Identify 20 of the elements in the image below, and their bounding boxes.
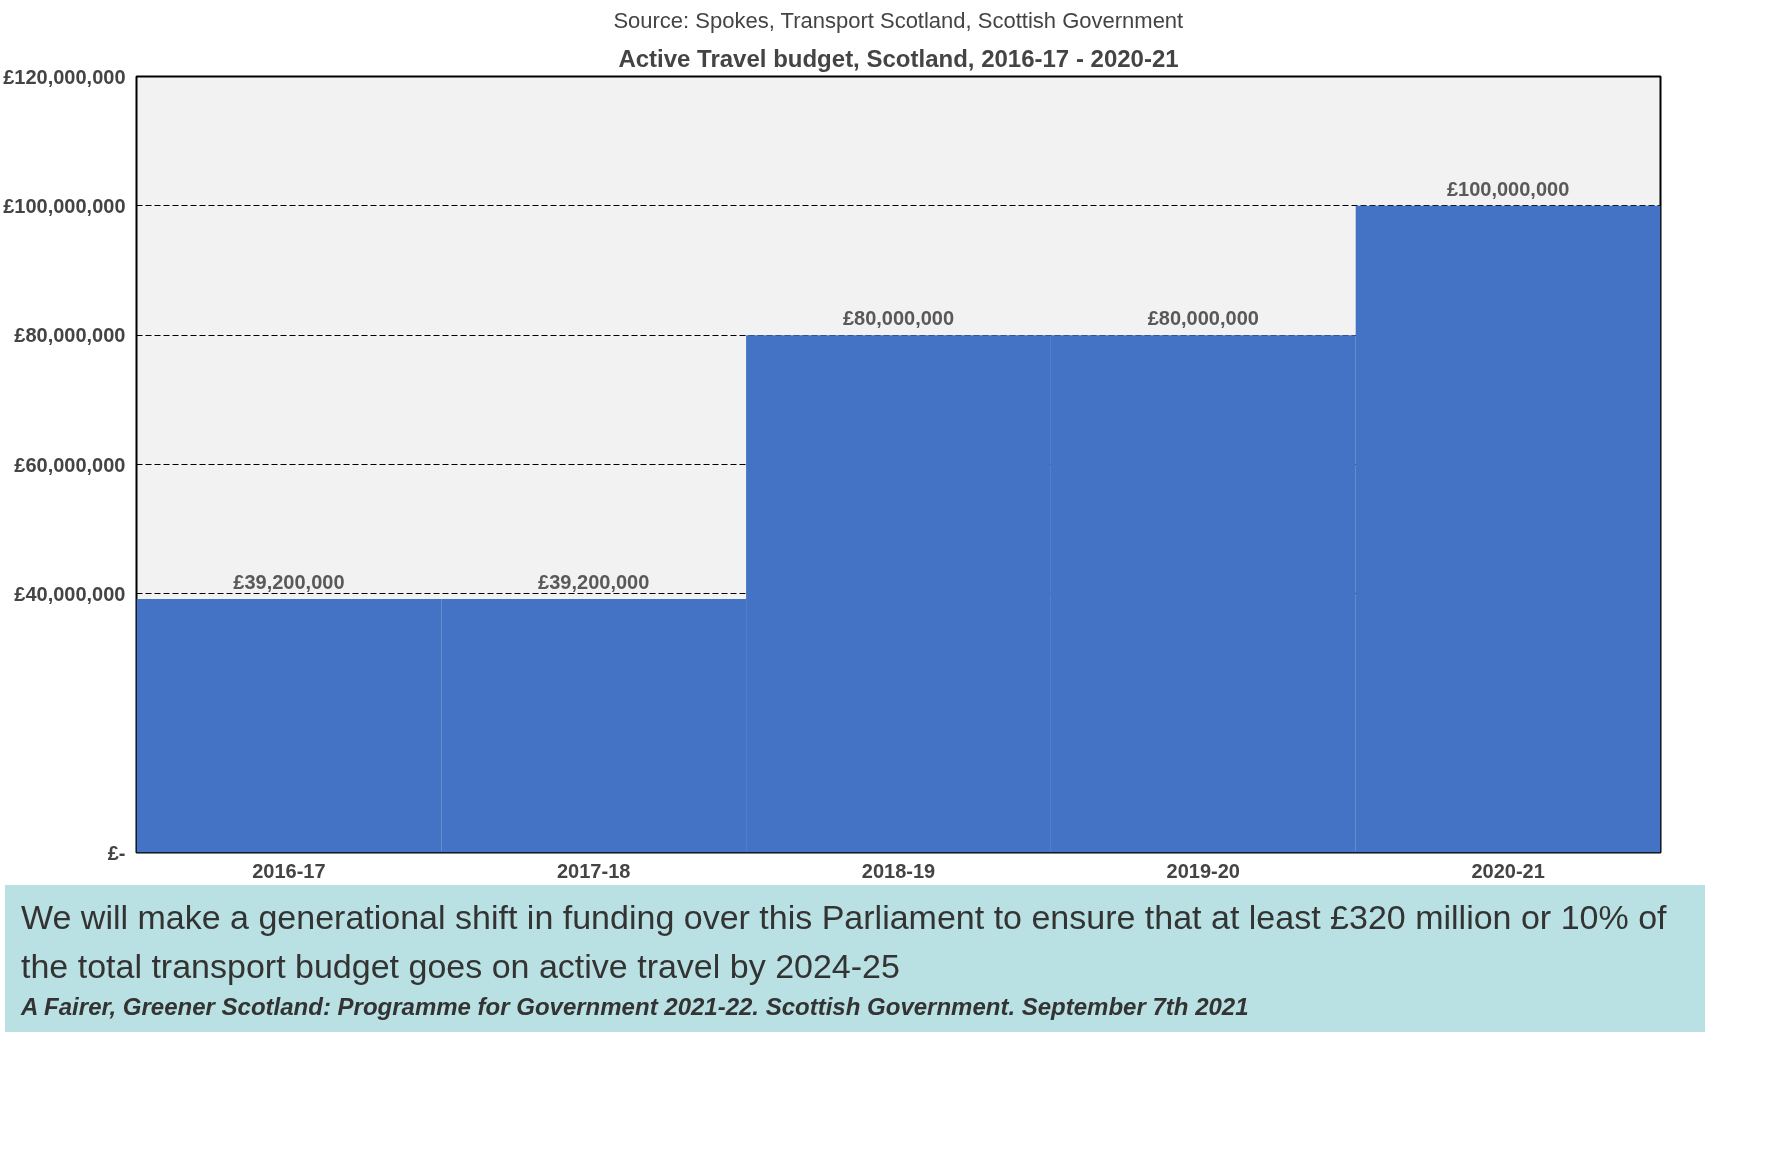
y-tick-label: £100,000,000 [3, 194, 126, 217]
data-label: £39,200,000 [538, 571, 650, 594]
data-label: £100,000,000 [1446, 177, 1570, 200]
chart-subtitle: Source: Spokes, Transport Scotland, Scottish Government [613, 7, 1184, 33]
data-label: £39,200,000 [233, 571, 345, 594]
y-tick-label: £40,000,000 [14, 582, 126, 605]
text: A Fairer, Greener Scotland: Programme for Government 2021-22. Scottish Government. September 7th 2021 [21, 992, 1250, 1023]
x-tick-label: 2018-19 [861, 859, 936, 882]
x-tick-label: 2016-17 [252, 859, 326, 882]
data-label: £80,000,000 [1147, 307, 1259, 330]
text: We will make a generational shift in funding over this Parliament to ensure that at least £320 million or 10% of the total transport budget goes on active travel by 2024-25 [21, 897, 1668, 987]
x-tick-label: 2020-21 [1471, 859, 1545, 882]
y-tick-label: £120,000,000 [3, 65, 126, 88]
y-tick-label: £- [107, 841, 126, 864]
y-tick-label: £80,000,000 [14, 324, 126, 347]
chart-title: Active Travel budget, Scotland, 2016-17 - 2020-21 [618, 44, 1179, 72]
x-tick-label: 2019-20 [1166, 859, 1241, 882]
data-label: £80,000,000 [842, 307, 955, 330]
y-tick-label: £60,000,000 [14, 453, 126, 476]
x-tick-label: 2017-18 [557, 859, 631, 882]
